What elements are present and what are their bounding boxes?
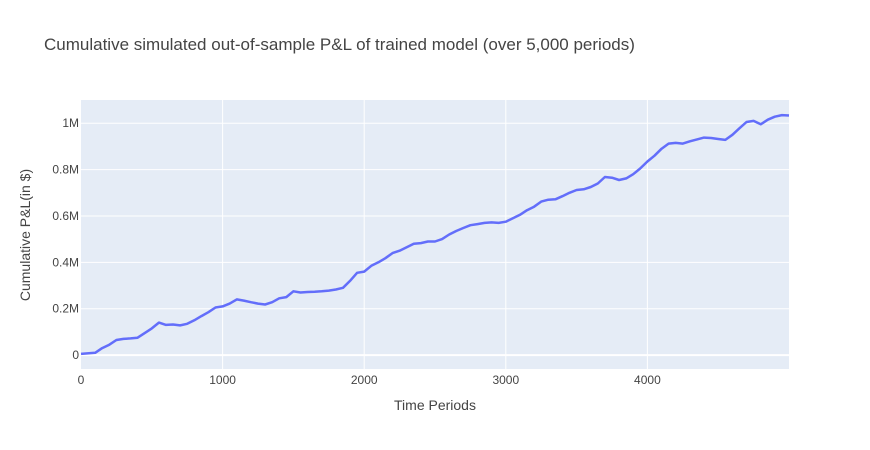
x-tick-label: 0 xyxy=(78,373,85,387)
y-axis-ticks: 0 0.2M 0.4M 0.6M 0.8M 1M xyxy=(52,116,79,362)
plot-area xyxy=(81,100,789,369)
y-axis-title: Cumulative P&L(in $) xyxy=(17,169,33,301)
x-axis-title: Time Periods xyxy=(394,397,476,413)
x-tick-label: 3000 xyxy=(492,373,519,387)
x-tick-label: 1000 xyxy=(209,373,236,387)
y-tick-label: 0.2M xyxy=(52,302,79,316)
y-tick-label: 0.4M xyxy=(52,255,79,269)
x-tick-label: 2000 xyxy=(351,373,378,387)
grid-lines xyxy=(81,100,789,369)
x-axis-ticks: 0 1000 2000 3000 4000 xyxy=(78,373,661,387)
y-tick-label: 0 xyxy=(72,348,79,362)
y-tick-label: 0.6M xyxy=(52,209,79,223)
chart-title: Cumulative simulated out-of-sample P&L o… xyxy=(44,35,635,54)
series-layer xyxy=(80,113,790,356)
series-line xyxy=(80,113,790,356)
x-tick-label: 4000 xyxy=(634,373,661,387)
y-tick-label: 0.8M xyxy=(52,163,79,177)
y-tick-label: 1M xyxy=(62,116,79,130)
